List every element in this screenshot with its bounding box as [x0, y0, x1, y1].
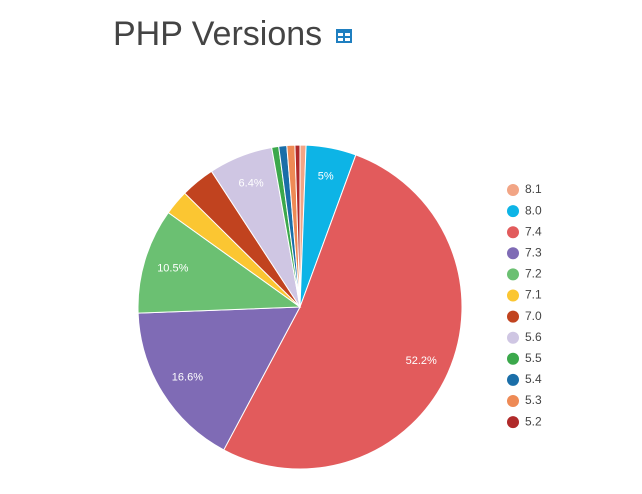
- legend-swatch: [507, 352, 519, 365]
- table-icon[interactable]: [336, 29, 352, 43]
- data-label: 52.2%: [406, 355, 437, 367]
- legend-label: 5.6: [525, 330, 542, 344]
- table-icon-cell: [338, 33, 343, 36]
- legend-label: 5.2: [525, 414, 542, 428]
- legend-label: 5.5: [525, 351, 542, 365]
- legend-label: 7.4: [525, 224, 542, 238]
- legend-label: 8.0: [525, 203, 542, 217]
- legend-swatch: [507, 416, 519, 429]
- legend-swatch: [507, 373, 519, 386]
- legend-label: 7.3: [525, 245, 542, 259]
- legend-swatch: [507, 205, 519, 218]
- legend-label: 7.2: [525, 267, 542, 281]
- table-icon-cell: [338, 38, 343, 41]
- table-icon-cell: [345, 33, 350, 36]
- chart-title: PHP Versions: [113, 15, 322, 53]
- legend-swatch: [507, 226, 519, 239]
- data-label: 10.5%: [157, 263, 188, 275]
- data-label: 6.4%: [239, 177, 264, 189]
- legend-label: 7.0: [525, 309, 542, 323]
- legend-swatch: [507, 268, 519, 281]
- legend-swatch: [507, 331, 519, 344]
- data-label: 16.6%: [172, 371, 203, 383]
- legend-swatch: [507, 289, 519, 302]
- legend-swatch: [507, 247, 519, 260]
- pie-slice: [294, 144, 301, 308]
- data-label: 5%: [318, 171, 334, 183]
- legend-swatch: [507, 395, 519, 407]
- legend-swatch: [507, 184, 519, 196]
- pie-slice: [137, 211, 302, 314]
- table-icon-cell: [345, 38, 350, 41]
- legend-label: 5.3: [525, 393, 542, 407]
- pie-slice: [137, 306, 301, 451]
- legend-swatch: [507, 310, 519, 323]
- legend-label: 8.1: [525, 182, 542, 196]
- legend-label: 7.1: [525, 288, 542, 302]
- pie-slice: [223, 154, 463, 470]
- legend-label: 5.4: [525, 372, 542, 386]
